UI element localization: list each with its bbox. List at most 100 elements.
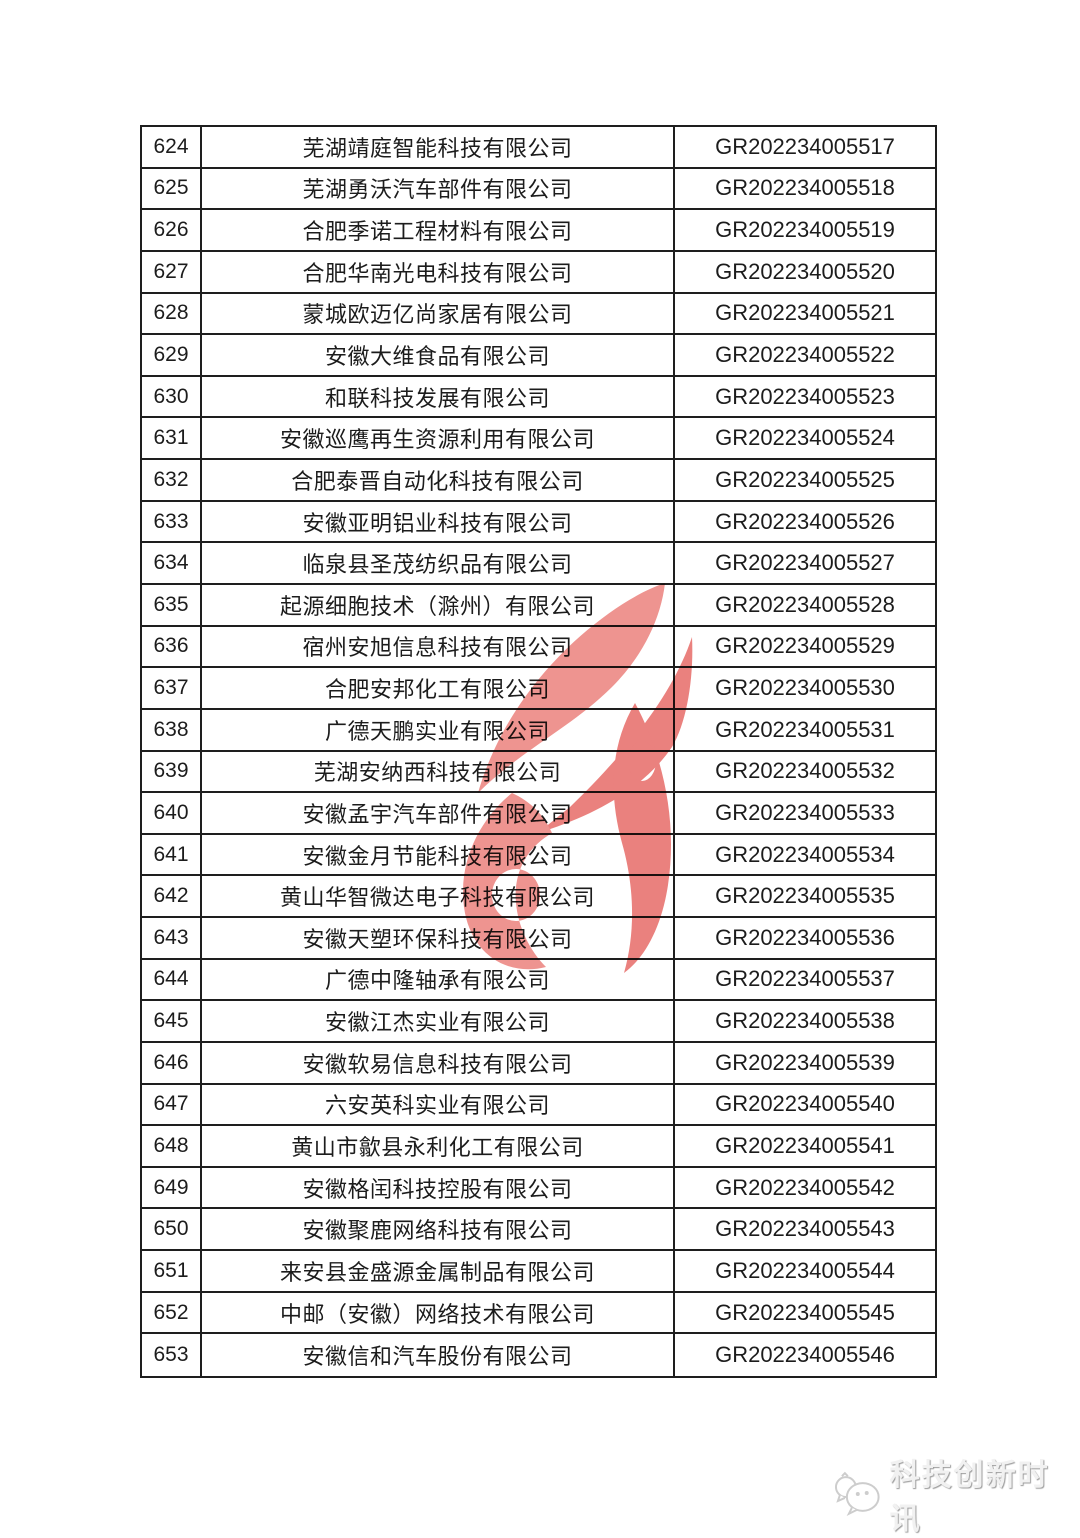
row-number-cell: 635: [142, 584, 202, 625]
company-name-cell: 起源细胞技术（滁州）有限公司: [202, 584, 675, 625]
cert-code-cell: GR202234005525: [715, 466, 895, 492]
cert-code-cell: GR202234005530: [715, 675, 895, 701]
table-row: 641 安徽金月节能科技有限公司 GR202234005534: [142, 834, 935, 877]
row-number-cell: 648: [142, 1126, 202, 1166]
cert-code-cell: GR202234005533: [715, 799, 895, 825]
cert-code-cell: GR202234005517: [715, 133, 895, 159]
company-name-cell: 安徽信和汽车股份有限公司: [202, 1334, 675, 1376]
table-row: 643 安徽天塑环保科技有限公司 GR202234005536: [142, 918, 935, 960]
cert-code-cell: GR202234005527: [715, 550, 895, 576]
company-name-cell: 芜湖靖庭智能科技有限公司: [202, 127, 675, 167]
row-number-cell: 632: [142, 460, 202, 500]
table-row: 634 临泉县圣茂纺织品有限公司 GR202234005527: [142, 543, 935, 585]
row-number-cell: 631: [142, 418, 202, 459]
row-number-cell: 628: [142, 293, 202, 334]
table-row: 652 中邮（安徽）网络技术有限公司 GR202234005545: [142, 1292, 935, 1335]
row-number-cell: 653: [142, 1334, 202, 1376]
row-number-cell: 642: [142, 876, 202, 917]
company-name-cell: 芜湖安纳西科技有限公司: [202, 751, 675, 792]
cert-code-cell: GR202234005539: [715, 1049, 895, 1075]
row-number-cell: 629: [142, 335, 202, 375]
company-name-cell: 黄山华智微达电子科技有限公司: [202, 876, 675, 917]
cert-code-cell: GR202234005529: [715, 633, 895, 659]
row-number-cell: 639: [142, 751, 202, 792]
cert-code-cell: GR202234005546: [715, 1342, 895, 1368]
cert-code-cell: GR202234005535: [715, 883, 895, 909]
row-number-cell: 650: [142, 1209, 202, 1250]
row-number-cell: 630: [142, 376, 202, 417]
table-row: 651 来安县金盛源金属制品有限公司 GR202234005544: [142, 1251, 935, 1293]
company-name-cell: 安徽金月节能科技有限公司: [202, 834, 675, 875]
cert-code-cell: GR202234005528: [715, 591, 895, 617]
row-number-cell: 636: [142, 626, 202, 667]
table-row: 647 六安英科实业有限公司 GR202234005540: [142, 1084, 935, 1127]
company-name-cell: 中邮（安徽）网络技术有限公司: [202, 1292, 675, 1333]
table-row: 632 合肥泰晋自动化科技有限公司 GR202234005525: [142, 460, 935, 502]
company-name-cell: 临泉县圣茂纺织品有限公司: [202, 543, 675, 583]
table-row: 648 黄山市歙县永利化工有限公司 GR202234005541: [142, 1126, 935, 1168]
cert-code-cell: GR202234005540: [715, 1091, 895, 1117]
company-name-cell: 安徽格闰科技控股有限公司: [202, 1167, 675, 1208]
row-number-cell: 624: [142, 127, 202, 167]
table-row: 642 黄山华智微达电子科技有限公司 GR202234005535: [142, 876, 935, 919]
company-name-cell: 六安英科实业有限公司: [202, 1084, 675, 1125]
company-name-cell: 安徽江杰实业有限公司: [202, 1001, 675, 1041]
table-row: 625 芜湖勇沃汽车部件有限公司 GR202234005518: [142, 168, 935, 211]
table-row: 635 起源细胞技术（滁州）有限公司 GR202234005528: [142, 584, 935, 627]
wechat-logo-icon: [834, 1471, 880, 1517]
cert-code-cell: GR202234005532: [715, 758, 895, 784]
row-number-cell: 625: [142, 168, 202, 209]
table-row: 645 安徽江杰实业有限公司 GR202234005538: [142, 1001, 935, 1043]
cert-code-cell: GR202234005541: [715, 1133, 895, 1158]
footer-brand: 科技创新时讯: [832, 1450, 1080, 1538]
table-row: 650 安徽聚鹿网络科技有限公司 GR202234005543: [142, 1209, 935, 1252]
company-name-cell: 黄山市歙县永利化工有限公司: [202, 1126, 675, 1166]
cert-code-cell: GR202234005524: [715, 425, 895, 451]
company-name-cell: 来安县金盛源金属制品有限公司: [202, 1251, 675, 1291]
cert-code-cell: GR202234005518: [715, 175, 895, 201]
cert-code-cell: GR202234005521: [715, 300, 895, 326]
table-row: 630 和联科技发展有限公司 GR202234005523: [142, 376, 935, 419]
row-number-cell: 637: [142, 668, 202, 708]
row-number-cell: 640: [142, 793, 202, 833]
row-number-cell: 647: [142, 1084, 202, 1125]
cert-code-cell: GR202234005543: [715, 1216, 895, 1242]
table-row: 646 安徽软易信息科技有限公司 GR202234005539: [142, 1042, 935, 1085]
company-name-cell: 蒙城欧迈亿尚家居有限公司: [202, 293, 675, 334]
cert-code-cell: GR202234005538: [715, 1008, 895, 1034]
table-row: 637 合肥安邦化工有限公司 GR202234005530: [142, 668, 935, 710]
company-name-cell: 合肥泰晋自动化科技有限公司: [202, 460, 675, 500]
row-number-cell: 633: [142, 501, 202, 542]
table-row: 624 芜湖靖庭智能科技有限公司 GR202234005517: [142, 127, 935, 169]
table-row: 626 合肥季诺工程材料有限公司 GR202234005519: [142, 210, 935, 252]
cert-code-cell: GR202234005537: [715, 966, 895, 992]
cert-code-cell: GR202234005544: [715, 1257, 895, 1283]
cert-code-cell: GR202234005526: [715, 508, 895, 534]
table-row: 627 合肥华南光电科技有限公司 GR202234005520: [142, 251, 935, 294]
row-number-cell: 638: [142, 709, 202, 750]
table-row: 639 芜湖安纳西科技有限公司 GR202234005532: [142, 751, 935, 794]
company-name-cell: 合肥安邦化工有限公司: [202, 668, 675, 708]
cert-code-cell: GR202234005520: [715, 258, 895, 284]
table-row: 640 安徽孟宇汽车部件有限公司 GR202234005533: [142, 793, 935, 835]
company-name-cell: 合肥季诺工程材料有限公司: [202, 210, 675, 250]
row-number-cell: 634: [142, 543, 202, 583]
table-row: 633 安徽亚明铝业科技有限公司 GR202234005526: [142, 501, 935, 544]
company-name-cell: 安徽聚鹿网络科技有限公司: [202, 1209, 675, 1250]
certified-companies-table: 624 芜湖靖庭智能科技有限公司 GR202234005517 625 芜湖勇沃…: [140, 125, 937, 1378]
cert-code-cell: GR202234005519: [715, 217, 895, 243]
table-row: 653 安徽信和汽车股份有限公司 GR202234005546: [142, 1334, 935, 1376]
company-name-cell: 安徽巡鹰再生资源利用有限公司: [202, 418, 675, 459]
row-number-cell: 645: [142, 1001, 202, 1041]
cert-code-cell: GR202234005531: [715, 716, 895, 742]
cert-code-cell: GR202234005522: [715, 341, 895, 367]
cert-code-cell: GR202234005536: [715, 924, 895, 950]
table-row: 629 安徽大维食品有限公司 GR202234005522: [142, 335, 935, 377]
table-row: 649 安徽格闰科技控股有限公司 GR202234005542: [142, 1167, 935, 1210]
table-row: 638 广德天鹏实业有限公司 GR202234005531: [142, 709, 935, 752]
row-number-cell: 652: [142, 1292, 202, 1333]
company-name-cell: 安徽天塑环保科技有限公司: [202, 918, 675, 958]
company-name-cell: 安徽亚明铝业科技有限公司: [202, 501, 675, 542]
cert-code-cell: GR202234005542: [715, 1174, 895, 1200]
